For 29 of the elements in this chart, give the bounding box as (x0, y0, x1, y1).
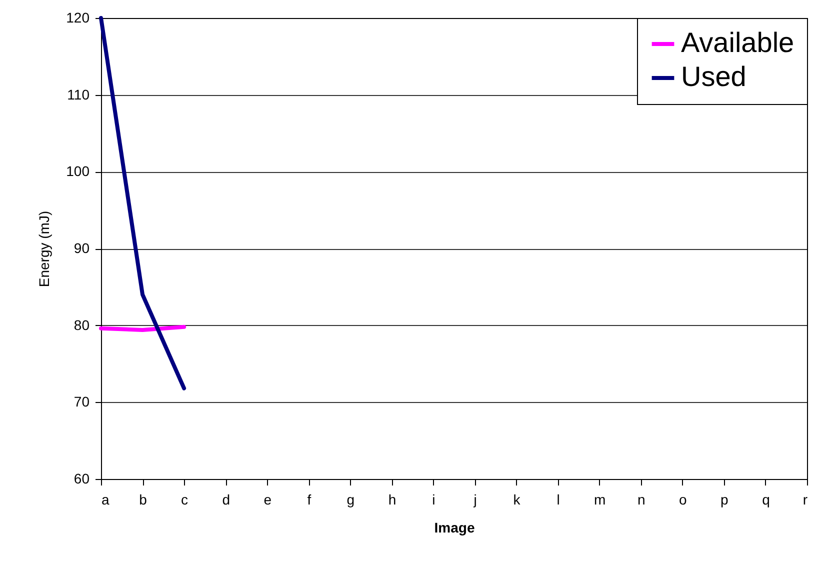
x-tick-label: b (139, 492, 148, 508)
y-tick-label: 110 (67, 86, 90, 102)
x-tick-label: p (720, 492, 729, 508)
y-tick-label: 60 (74, 470, 90, 486)
x-tick-label: d (222, 492, 230, 508)
y-tick-label: 70 (74, 394, 90, 410)
x-tick-label: n (637, 492, 646, 508)
y-tick-label: 90 (74, 240, 90, 256)
x-tick-label: e (264, 492, 272, 508)
x-tick-label: o (679, 492, 688, 508)
legend-label: Used (681, 61, 746, 92)
y-tick-label: 100 (66, 163, 90, 180)
x-axis-title: Image (434, 520, 475, 536)
x-tick-label: g (346, 492, 355, 508)
x-tick-label: i (432, 492, 436, 508)
x-tick-label: l (556, 492, 560, 508)
y-axis-title: Energy (mJ) (36, 210, 52, 288)
x-tick-label: j (472, 492, 477, 508)
x-tick-label: f (307, 492, 312, 508)
x-tick-label: q (762, 492, 770, 508)
y-tick-label: 80 (74, 316, 90, 333)
x-tick-label: h (388, 492, 396, 508)
x-tick-label: r (802, 492, 808, 508)
x-tick-label: a (102, 492, 110, 508)
legend-label: Available (681, 27, 794, 58)
y-tick-label: 120 (66, 10, 90, 26)
x-tick-label: k (513, 492, 522, 508)
x-tick-label: m (594, 492, 606, 508)
x-tick-label: c (181, 492, 188, 508)
